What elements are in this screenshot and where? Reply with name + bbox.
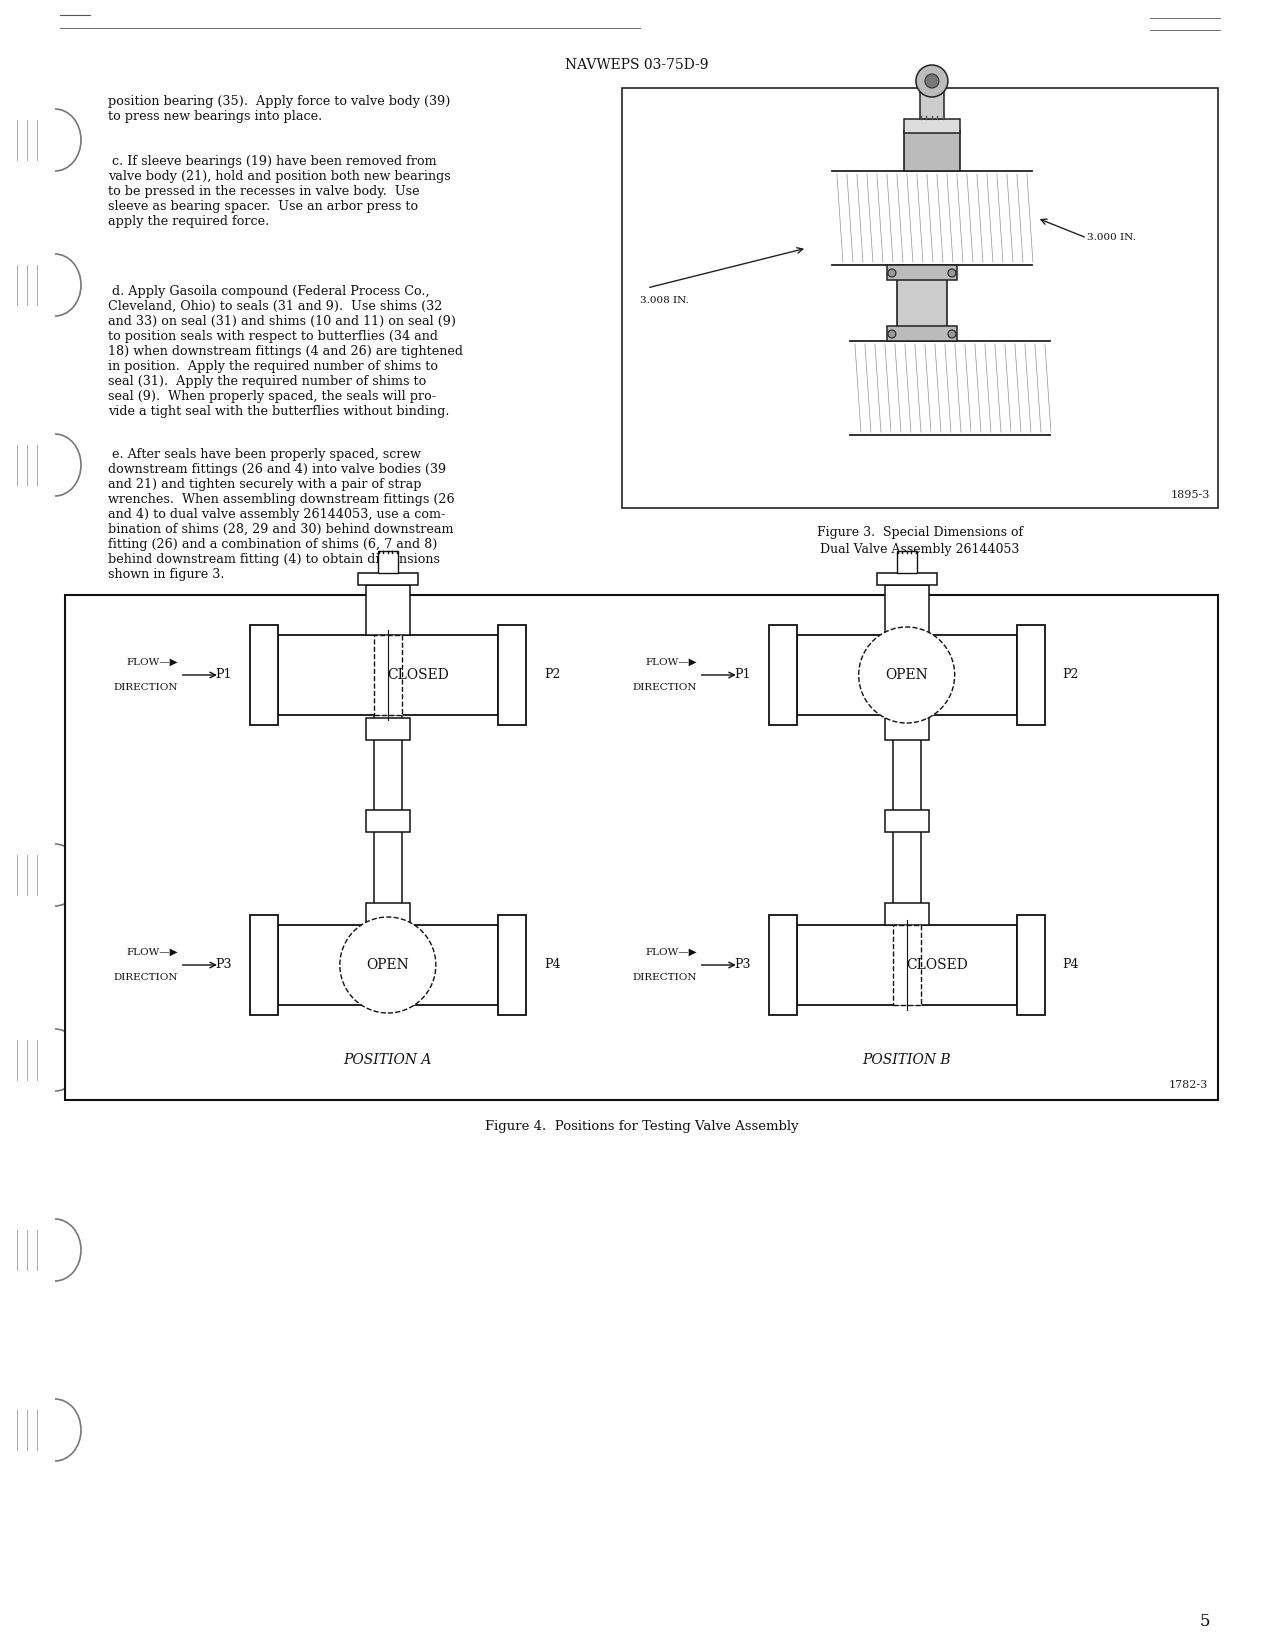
Bar: [896, 266, 947, 342]
Text: Dual Valve Assembly 26144053: Dual Valve Assembly 26144053: [820, 543, 1020, 556]
Bar: [278, 635, 497, 714]
Bar: [1016, 916, 1044, 1015]
Text: e. After seals have been properly spaced, screw
downstream fittings (26 and 4) i: e. After seals have been properly spaced…: [108, 449, 455, 581]
Bar: [366, 586, 409, 635]
Circle shape: [924, 74, 938, 87]
Text: 1782-3: 1782-3: [1169, 1081, 1207, 1091]
Bar: [769, 625, 797, 724]
Text: DIRECTION: DIRECTION: [113, 683, 177, 691]
Text: 1895-3: 1895-3: [1170, 490, 1210, 500]
Bar: [887, 327, 958, 342]
Text: CLOSED: CLOSED: [388, 668, 449, 681]
Bar: [769, 916, 797, 1015]
Text: DIRECTION: DIRECTION: [632, 683, 696, 691]
Bar: [887, 266, 958, 281]
Text: P3: P3: [215, 959, 232, 972]
Bar: [885, 718, 928, 739]
Circle shape: [887, 269, 896, 277]
Text: P1: P1: [734, 668, 751, 681]
Bar: [497, 916, 525, 1015]
Bar: [797, 926, 1016, 1005]
Text: c. If sleeve bearings (19) have been removed from
valve body (21), hold and posi: c. If sleeve bearings (19) have been rem…: [108, 155, 451, 228]
Bar: [250, 625, 278, 724]
Bar: [497, 625, 525, 724]
Circle shape: [947, 330, 956, 338]
Text: 3.000 IN.: 3.000 IN.: [1086, 233, 1136, 243]
Text: DIRECTION: DIRECTION: [632, 974, 696, 982]
Bar: [1016, 625, 1044, 724]
Bar: [797, 635, 1016, 714]
Bar: [896, 551, 917, 573]
Text: FLOW—▶: FLOW—▶: [126, 658, 177, 667]
Text: POSITION B: POSITION B: [862, 1053, 951, 1068]
Bar: [885, 586, 928, 635]
Text: FLOW—▶: FLOW—▶: [645, 949, 696, 957]
Circle shape: [915, 64, 947, 97]
Text: CLOSED: CLOSED: [905, 959, 968, 972]
Text: P2: P2: [1062, 668, 1079, 681]
Bar: [885, 903, 928, 926]
Bar: [366, 903, 409, 926]
Text: NAVWEPS 03-75D-9: NAVWEPS 03-75D-9: [565, 58, 709, 73]
Bar: [904, 130, 960, 172]
Text: P4: P4: [544, 959, 560, 972]
Circle shape: [858, 627, 955, 723]
Bar: [374, 635, 402, 714]
Bar: [250, 916, 278, 1015]
Text: FLOW—▶: FLOW—▶: [645, 658, 696, 667]
Bar: [358, 573, 418, 586]
Circle shape: [340, 917, 436, 1013]
Bar: [377, 551, 398, 573]
Text: Figure 3.  Special Dimensions of: Figure 3. Special Dimensions of: [817, 526, 1023, 540]
Bar: [65, 596, 1218, 1101]
Bar: [374, 714, 402, 926]
Bar: [892, 714, 921, 926]
Text: 3.008 IN.: 3.008 IN.: [640, 295, 688, 305]
Text: DIRECTION: DIRECTION: [113, 974, 177, 982]
Text: P3: P3: [734, 959, 751, 972]
Text: P1: P1: [215, 668, 232, 681]
Text: POSITION A: POSITION A: [344, 1053, 432, 1068]
Bar: [892, 926, 921, 1005]
Text: position bearing (35).  Apply force to valve body (39)
to press new bearings int: position bearing (35). Apply force to va…: [108, 96, 450, 124]
Bar: [622, 87, 1218, 508]
Bar: [921, 84, 944, 119]
Bar: [366, 810, 409, 832]
Text: P2: P2: [544, 668, 560, 681]
Bar: [366, 718, 409, 739]
Text: 5: 5: [1200, 1614, 1210, 1630]
Text: OPEN: OPEN: [366, 959, 409, 972]
Text: P4: P4: [1062, 959, 1079, 972]
Text: d. Apply Gasoila compound (Federal Process Co.,
Cleveland, Ohio) to seals (31 an: d. Apply Gasoila compound (Federal Proce…: [108, 285, 463, 417]
Text: Figure 4.  Positions for Testing Valve Assembly: Figure 4. Positions for Testing Valve As…: [484, 1120, 798, 1134]
Circle shape: [947, 269, 956, 277]
Bar: [885, 810, 928, 832]
Circle shape: [887, 330, 896, 338]
Bar: [877, 573, 937, 586]
Bar: [278, 926, 497, 1005]
Text: OPEN: OPEN: [885, 668, 928, 681]
FancyBboxPatch shape: [904, 119, 960, 134]
Text: FLOW—▶: FLOW—▶: [126, 949, 177, 957]
